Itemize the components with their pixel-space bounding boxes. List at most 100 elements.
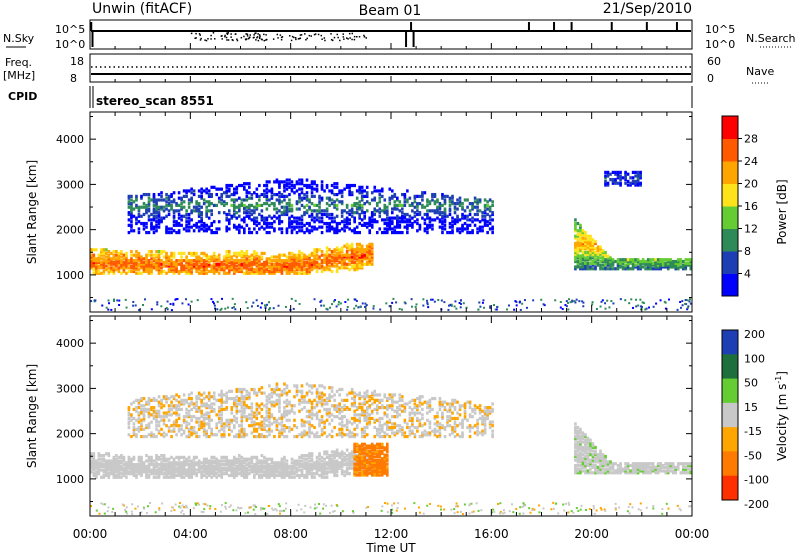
heatmap-cell	[250, 268, 254, 272]
heatmap-cell	[676, 259, 680, 264]
heatmap-cell	[230, 466, 234, 470]
heatmap-cell	[182, 464, 186, 469]
heatmap-cell	[255, 187, 259, 191]
heatmap-cell	[157, 472, 161, 476]
heatmap-cell	[401, 214, 404, 218]
heatmap-cell	[353, 211, 356, 215]
heatmap-cell	[175, 230, 178, 235]
heatmap-cell	[127, 407, 131, 412]
heatmap-cell	[268, 424, 271, 428]
heatmap-cell	[328, 212, 331, 217]
heatmap-cell	[273, 271, 276, 275]
heatmap-cell	[212, 271, 216, 275]
heatmap-cell	[323, 268, 326, 272]
heatmap-cell	[90, 262, 93, 266]
heatmap-cell	[222, 211, 226, 215]
heatmap-cell	[379, 308, 382, 311]
heatmap-cell	[636, 259, 640, 264]
heatmap-cell	[224, 307, 227, 310]
heatmap-cell	[243, 230, 246, 235]
heatmap-cell	[165, 253, 168, 257]
heatmap-cell	[310, 475, 314, 479]
heatmap-cell	[676, 265, 680, 269]
heatmap-cell	[147, 402, 151, 406]
heatmap-cell	[380, 194, 384, 198]
heatmap-cell	[165, 472, 168, 476]
heatmap-cell	[255, 429, 259, 433]
heatmap-cell	[268, 180, 271, 184]
nsky-point	[294, 36, 297, 39]
heatmap-cell	[579, 243, 582, 247]
nsky-point	[255, 39, 257, 41]
heatmap-cell	[288, 216, 291, 220]
heatmap-cell	[140, 266, 143, 270]
heatmap-cell	[135, 468, 138, 472]
heatmap-cell	[177, 472, 181, 476]
heatmap-cell	[240, 409, 244, 413]
heatmap-cell	[567, 301, 570, 304]
heatmap-cell	[586, 267, 590, 271]
heatmap-cell	[248, 191, 251, 195]
heatmap-cell	[185, 262, 188, 266]
heatmap-cell	[107, 466, 111, 470]
heatmap-cell	[170, 434, 173, 439]
heatmap-cell	[315, 203, 319, 208]
heatmap-cell	[403, 194, 407, 198]
heatmap-cell	[368, 249, 372, 254]
heatmap-cell	[285, 268, 289, 272]
heatmap-cell	[185, 420, 188, 424]
heatmap-cell	[125, 470, 128, 474]
heatmap-cell	[413, 200, 417, 204]
heatmap-cell	[275, 216, 279, 220]
heatmap-cell	[273, 461, 276, 465]
heatmap-cell	[170, 268, 173, 272]
heatmap-cell	[172, 427, 176, 431]
heatmap-cell	[305, 268, 309, 272]
heatmap-cell	[207, 203, 211, 208]
heatmap-cell	[172, 424, 176, 428]
heatmap-cell	[210, 409, 213, 413]
heatmap-cell	[237, 264, 241, 268]
heatmap-cell	[285, 393, 289, 397]
heatmap-cell	[263, 304, 266, 307]
heatmap-cell	[197, 229, 201, 233]
heatmap-cell	[172, 220, 176, 224]
heatmap-cell	[629, 183, 632, 187]
heatmap-cell	[574, 221, 577, 226]
heatmap-cell	[441, 192, 444, 197]
heatmap-cell	[175, 411, 178, 415]
heatmap-cell	[147, 200, 151, 204]
heatmap-cell	[265, 259, 269, 263]
nsky-point	[258, 34, 261, 36]
heatmap-cell	[584, 238, 587, 242]
heatmap-cell	[268, 269, 271, 274]
heatmap-cell	[243, 227, 246, 231]
nsky-point	[244, 38, 247, 40]
heatmap-cell	[258, 468, 261, 472]
heatmap-cell	[283, 183, 286, 188]
heatmap-cell	[285, 463, 289, 467]
heatmap-cell	[586, 263, 590, 267]
heatmap-cell	[225, 183, 229, 188]
heatmap-cell	[122, 473, 126, 478]
heatmap-cell	[265, 198, 269, 202]
heatmap-cell	[383, 221, 387, 226]
heatmap-cell	[140, 398, 143, 402]
heatmap-cell	[187, 202, 191, 206]
heatmap-cell	[97, 255, 101, 259]
heatmap-cell	[343, 266, 346, 270]
heatmap-cell	[127, 461, 131, 465]
heatmap-cell	[335, 452, 339, 456]
heatmap-cell	[127, 406, 131, 410]
heatmap-cell	[621, 265, 625, 269]
heatmap-cell	[300, 453, 304, 458]
heatmap-cell	[243, 468, 246, 472]
heatmap-cell	[273, 203, 276, 208]
heatmap-cell	[92, 268, 96, 272]
heatmap-cell	[263, 260, 266, 265]
heatmap-cell	[431, 198, 434, 202]
heatmap-cell	[305, 191, 309, 195]
heatmap-cell	[225, 189, 229, 193]
heatmap-cell	[235, 227, 239, 231]
heatmap-cell	[258, 411, 261, 415]
